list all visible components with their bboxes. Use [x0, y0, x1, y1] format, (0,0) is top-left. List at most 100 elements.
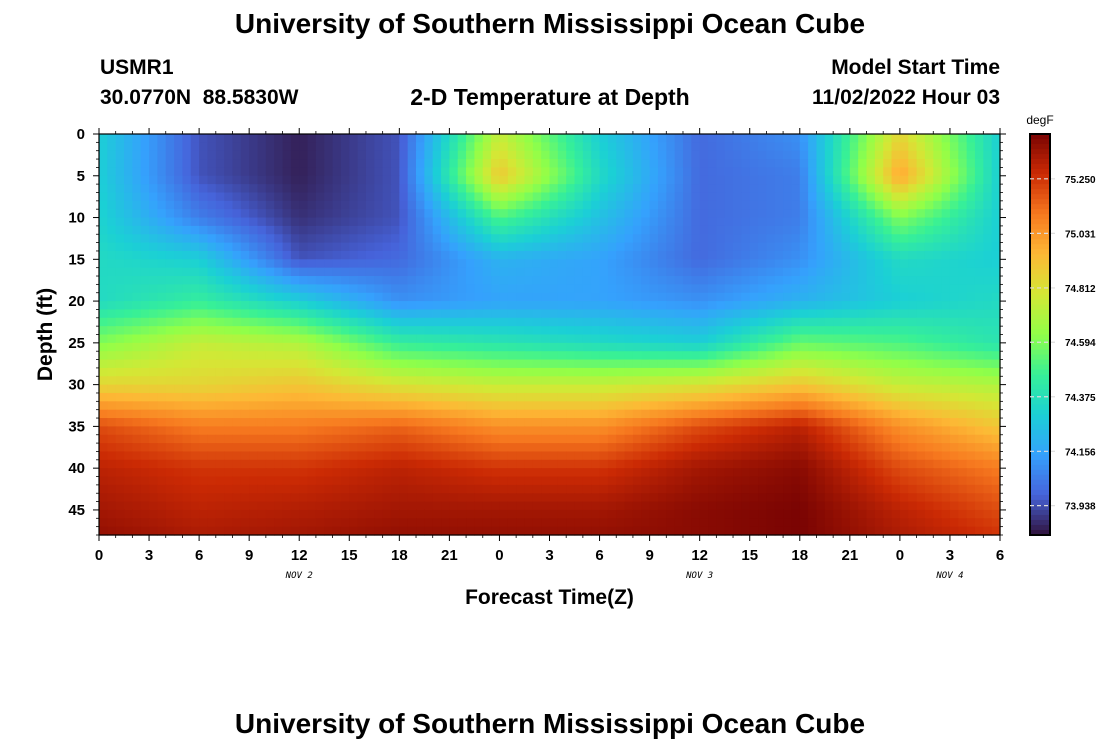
heatmap-cell — [824, 367, 834, 377]
heatmap-cell — [149, 142, 158, 152]
heatmap-cell — [649, 159, 659, 169]
heatmap-cell — [899, 250, 909, 260]
heatmap-cell — [257, 376, 267, 386]
heatmap-cell — [599, 200, 609, 210]
heatmap-cell — [883, 409, 893, 419]
heatmap-cell — [566, 359, 576, 369]
heatmap-cell — [724, 459, 734, 469]
heatmap-cell — [507, 501, 517, 511]
heatmap-cell — [899, 384, 909, 394]
heatmap-cell — [716, 150, 726, 160]
heatmap-cell — [441, 134, 450, 143]
heatmap-cell — [983, 334, 993, 344]
heatmap-cell — [491, 501, 501, 511]
heatmap-cell — [891, 451, 901, 461]
heatmap-cell — [983, 276, 993, 285]
heatmap-cell — [315, 259, 325, 269]
heatmap-cell — [474, 334, 484, 344]
heatmap-cell — [299, 276, 309, 285]
heatmap-cell — [983, 351, 993, 361]
heatmap-cell — [924, 284, 934, 294]
heatmap-cell — [774, 200, 784, 210]
heatmap-cell — [265, 150, 275, 160]
heatmap-cell — [265, 184, 275, 194]
heatmap-cell — [457, 359, 467, 369]
heatmap-cell — [833, 142, 843, 152]
heatmap-cell — [99, 384, 108, 394]
heatmap-cell — [474, 309, 484, 319]
heatmap-cell — [157, 142, 167, 152]
heatmap-cell — [916, 459, 926, 469]
heatmap-cell — [774, 142, 784, 152]
heatmap-cell — [833, 309, 843, 319]
heatmap-cell — [749, 234, 759, 244]
heatmap-cell — [232, 443, 242, 453]
heatmap-cell — [457, 443, 467, 453]
heatmap-cell — [766, 367, 776, 377]
heatmap-cell — [958, 167, 968, 177]
heatmap-cell — [416, 301, 425, 311]
heatmap-cell — [315, 443, 325, 453]
heatmap-cell — [808, 392, 818, 402]
heatmap-cell — [382, 326, 392, 336]
heatmap-cell — [582, 384, 592, 394]
heatmap-cell — [983, 484, 993, 494]
heatmap-cell — [215, 359, 225, 369]
heatmap-cell — [407, 234, 417, 244]
heatmap-cell — [249, 292, 259, 302]
heatmap-cell — [616, 392, 626, 402]
heatmap-cell — [607, 209, 617, 219]
heatmap-cell — [516, 175, 526, 185]
heatmap-cell — [899, 175, 909, 185]
heatmap-cell — [115, 217, 125, 227]
heatmap-cell — [124, 443, 133, 453]
heatmap-cell — [332, 276, 342, 285]
heatmap-cell — [916, 150, 926, 160]
heatmap-cell — [666, 476, 676, 486]
heatmap-cell — [933, 334, 943, 344]
heatmap-cell — [249, 184, 259, 194]
heatmap-cell — [157, 259, 167, 269]
heatmap-cell — [816, 292, 826, 302]
heatmap-cell — [332, 184, 342, 194]
heatmap-cell — [916, 225, 926, 235]
heatmap-cell — [958, 351, 968, 361]
heatmap-cell — [824, 301, 834, 311]
heatmap-cell — [407, 217, 417, 227]
heatmap-cell — [941, 150, 951, 160]
heatmap-cell — [991, 451, 1001, 461]
heatmap-cell — [874, 484, 884, 494]
heatmap-cell — [866, 242, 876, 252]
heatmap-cell — [499, 443, 509, 453]
heatmap-cell — [324, 209, 334, 219]
heatmap-cell — [983, 359, 993, 369]
heatmap-cell — [274, 234, 284, 244]
heatmap-cell — [449, 242, 459, 252]
heatmap-cell — [407, 434, 417, 444]
heatmap-cell — [591, 317, 601, 327]
heatmap-cell — [115, 401, 125, 411]
heatmap-cell — [299, 167, 309, 177]
heatmap-cell — [199, 484, 209, 494]
heatmap-cell — [199, 167, 209, 177]
heatmap-cell — [466, 317, 476, 327]
heatmap-cell — [249, 326, 259, 336]
heatmap-cell — [499, 209, 509, 219]
heatmap-cell — [190, 334, 200, 344]
heatmap-cell — [499, 376, 509, 386]
heatmap-cell — [416, 242, 425, 252]
heatmap-cell — [541, 192, 551, 202]
heatmap-cell — [599, 342, 609, 352]
heatmap-cell — [124, 217, 133, 227]
heatmap-cell — [749, 426, 759, 436]
heatmap-cell — [491, 267, 501, 277]
heatmap-cell — [432, 234, 442, 244]
heatmap-cell — [407, 326, 417, 336]
heatmap-cell — [774, 334, 784, 344]
heatmap-cell — [257, 267, 267, 277]
heatmap-cell — [374, 342, 384, 352]
heatmap-cell — [407, 142, 417, 152]
heatmap-cell — [566, 150, 576, 160]
heatmap-cell — [974, 184, 984, 194]
heatmap-cell — [974, 276, 984, 285]
